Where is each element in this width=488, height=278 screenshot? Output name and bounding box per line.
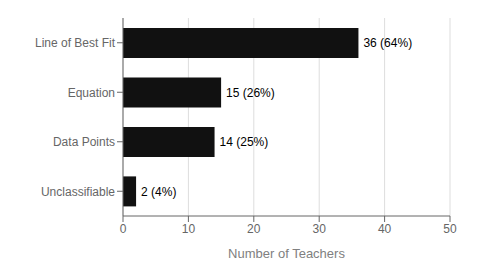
svg-text:50: 50 — [443, 222, 457, 236]
svg-text:Unclassifiable: Unclassifiable — [41, 185, 115, 199]
svg-text:36 (64%): 36 (64%) — [363, 36, 412, 50]
svg-text:40: 40 — [378, 222, 392, 236]
svg-text:Number of Teachers: Number of Teachers — [228, 246, 345, 261]
svg-text:Data Points: Data Points — [53, 135, 115, 149]
svg-text:Line of Best Fit: Line of Best Fit — [35, 36, 116, 50]
svg-text:20: 20 — [247, 222, 261, 236]
svg-text:10: 10 — [182, 222, 196, 236]
svg-text:14 (25%): 14 (25%) — [220, 135, 269, 149]
svg-text:0: 0 — [120, 222, 127, 236]
svg-text:15 (26%): 15 (26%) — [226, 86, 275, 100]
svg-text:Equation: Equation — [68, 86, 115, 100]
svg-text:30: 30 — [313, 222, 327, 236]
svg-text:2 (4%): 2 (4%) — [141, 185, 176, 199]
